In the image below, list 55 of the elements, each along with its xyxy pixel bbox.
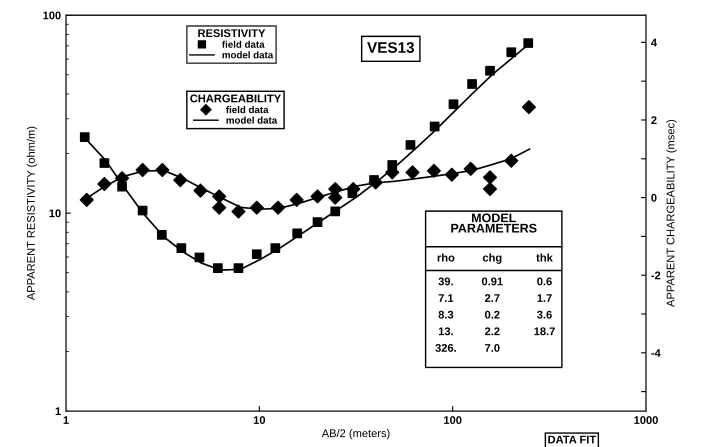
y2-tick-label: -2	[651, 271, 660, 280]
annotation: 8.3	[438, 310, 454, 319]
x-tick-label: 10	[254, 416, 266, 424]
legend-label: field data	[226, 106, 269, 114]
x-tick-label: 100	[444, 416, 462, 424]
annotation: 39.	[438, 277, 453, 286]
point	[292, 228, 302, 238]
point	[330, 206, 340, 216]
text: RESISTIVITY	[198, 29, 266, 38]
y2-tick-label: 4	[651, 38, 657, 46]
text: DATA FIT	[548, 436, 596, 444]
point	[312, 217, 322, 228]
y-axis-title: APPARENT RESISTIVITY (ohm/m)	[26, 126, 38, 300]
x-axis-title: AB/2 (meters)	[322, 429, 390, 440]
y2-tick-label: 2	[651, 116, 657, 124]
legend-label: model data	[226, 116, 278, 124]
point	[80, 132, 90, 142]
annotation: 0.6	[537, 277, 552, 286]
annotation: 0.91	[482, 277, 503, 286]
annotation: VES13	[367, 42, 414, 53]
point	[176, 243, 186, 254]
annotation: 2.2	[484, 327, 500, 336]
y2-tick-label: -4	[651, 349, 661, 357]
annotation: 7.0	[485, 344, 500, 352]
y-tick-label: 10	[49, 209, 61, 218]
y2-tick-label: 0	[651, 194, 657, 202]
x-tick-label: 1000	[634, 416, 658, 424]
annotation: 326.	[435, 344, 456, 352]
legend-label: field data	[222, 40, 265, 48]
text: CHARGEABILITY	[190, 94, 281, 102]
annotation: 0.2	[485, 310, 500, 319]
annotation: 2.7	[484, 294, 500, 302]
point	[138, 206, 148, 216]
point	[156, 230, 167, 240]
annotation: chg	[482, 253, 502, 264]
point	[100, 158, 110, 168]
point	[467, 79, 477, 89]
annotation: 1.7	[537, 294, 552, 302]
point	[485, 66, 495, 76]
annotation: 3.6	[537, 310, 552, 319]
y2-axis-title: APPARENT CHARGEABILITY (msec)	[666, 120, 677, 307]
point	[523, 38, 534, 48]
point	[194, 252, 204, 262]
annotation: 13.	[438, 327, 453, 336]
legend-label: model data	[222, 51, 274, 58]
x-tick-label: 1	[64, 416, 69, 424]
annotation: thk	[536, 253, 553, 262]
point	[252, 249, 262, 260]
annotation: 18.7	[534, 327, 555, 336]
annotation: rho	[438, 253, 454, 262]
y-tick-label: 100	[43, 11, 61, 20]
annotation: MODEL PARAMETERS	[451, 213, 537, 233]
annotation: 7.1	[438, 294, 454, 302]
y-tick-label: 1	[56, 407, 61, 416]
point	[234, 263, 244, 274]
